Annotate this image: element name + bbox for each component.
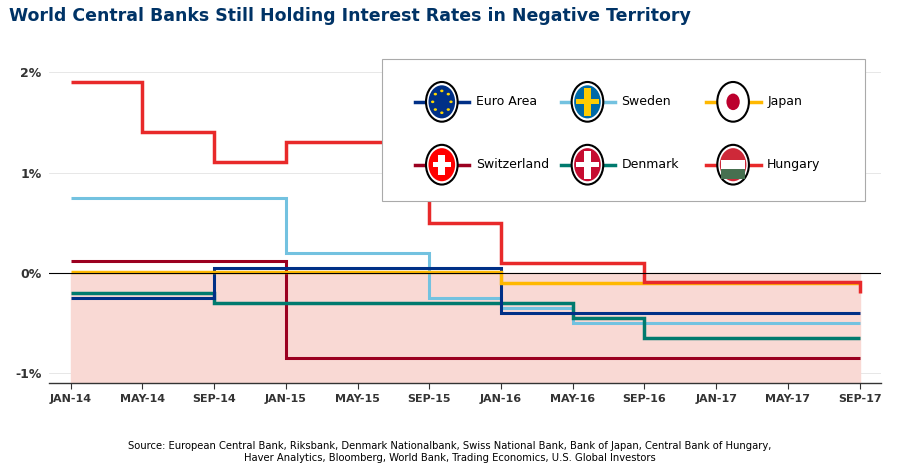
FancyBboxPatch shape bbox=[382, 59, 865, 201]
FancyBboxPatch shape bbox=[576, 99, 599, 105]
Text: Switzerland: Switzerland bbox=[476, 158, 549, 171]
Ellipse shape bbox=[572, 82, 603, 122]
Ellipse shape bbox=[717, 145, 749, 185]
Text: Hungary: Hungary bbox=[767, 158, 821, 171]
Ellipse shape bbox=[440, 90, 444, 92]
Ellipse shape bbox=[726, 93, 740, 110]
Ellipse shape bbox=[574, 148, 601, 181]
Ellipse shape bbox=[446, 93, 450, 95]
Ellipse shape bbox=[572, 145, 603, 185]
Text: Japan: Japan bbox=[767, 95, 802, 108]
Ellipse shape bbox=[428, 148, 455, 181]
Ellipse shape bbox=[434, 108, 437, 111]
Ellipse shape bbox=[440, 112, 444, 114]
Ellipse shape bbox=[720, 85, 746, 119]
Ellipse shape bbox=[431, 100, 435, 103]
Text: Sweden: Sweden bbox=[622, 95, 671, 108]
FancyBboxPatch shape bbox=[433, 162, 451, 167]
FancyBboxPatch shape bbox=[576, 162, 599, 167]
FancyBboxPatch shape bbox=[438, 155, 446, 175]
FancyBboxPatch shape bbox=[584, 88, 590, 116]
Ellipse shape bbox=[428, 85, 455, 119]
Ellipse shape bbox=[426, 145, 457, 185]
Ellipse shape bbox=[717, 82, 749, 122]
Text: Denmark: Denmark bbox=[622, 158, 680, 171]
Text: Euro Area: Euro Area bbox=[476, 95, 537, 108]
Ellipse shape bbox=[449, 100, 453, 103]
FancyBboxPatch shape bbox=[584, 151, 590, 179]
Text: World Central Banks Still Holding Interest Rates in Negative Territory: World Central Banks Still Holding Intere… bbox=[9, 7, 691, 25]
Ellipse shape bbox=[434, 93, 437, 95]
Text: Source: European Central Bank, Riksbank, Denmark Nationalbank, Swiss National Ba: Source: European Central Bank, Riksbank,… bbox=[129, 441, 771, 463]
Ellipse shape bbox=[426, 82, 457, 122]
FancyBboxPatch shape bbox=[722, 169, 744, 179]
Ellipse shape bbox=[720, 148, 746, 181]
FancyBboxPatch shape bbox=[722, 160, 744, 169]
Ellipse shape bbox=[446, 108, 450, 111]
Ellipse shape bbox=[574, 85, 601, 119]
